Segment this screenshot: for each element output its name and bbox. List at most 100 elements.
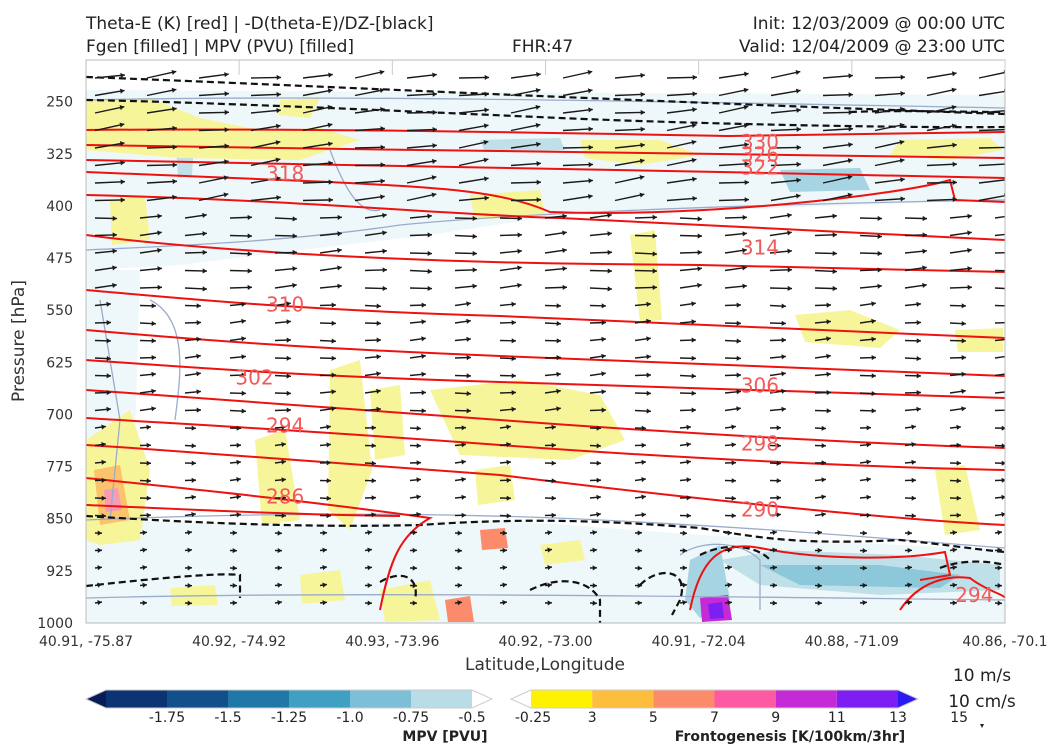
wind-vector-head: [461, 425, 466, 431]
wind-vector: [614, 175, 645, 184]
wind-vector-head: [101, 477, 106, 483]
wind-vector: [994, 391, 1005, 394]
wind-vector-head: [292, 216, 297, 222]
wind-vector-head: [421, 390, 426, 396]
wind-vector: [198, 160, 229, 167]
fgen-area-20: [380, 580, 440, 622]
x-tick-label: 40.91, -72.04: [652, 634, 746, 650]
wind-vector: [978, 90, 1005, 97]
wind-vector-head: [641, 476, 646, 483]
wind-vector-head: [142, 547, 147, 553]
wind-vector: [978, 110, 1005, 114]
fgen-colorbar-tick-label: 13: [889, 710, 907, 726]
wind-vector-head: [1007, 408, 1011, 413]
wind-vector-head: [911, 424, 916, 430]
wind-vector: [198, 111, 230, 114]
wind-vector-head: [1001, 494, 1005, 500]
wind-vector-head: [652, 251, 657, 257]
wind-vector-head: [727, 530, 732, 536]
stability-line-1: [86, 75, 1005, 116]
wind-vector-head: [900, 90, 905, 97]
wind-vector-head: [817, 530, 822, 536]
fgen-colorbar-outline: [509, 689, 920, 709]
wind-vector-head: [646, 336, 651, 342]
theta-e-label: 310: [266, 293, 304, 317]
wind-vector-head: [241, 354, 246, 360]
wind-vector-head: [956, 512, 961, 518]
wind-vector: [250, 196, 281, 202]
wind-vector: [510, 89, 541, 97]
wind-vector-head: [916, 356, 921, 362]
wind-vector-head: [322, 600, 327, 606]
wind-vector-head: [120, 179, 125, 185]
stability-line-9: [939, 560, 1005, 570]
stability-line-2: [86, 98, 1005, 129]
mpv-colorbar-title: MPV [PVU]: [402, 729, 487, 745]
wind-vector-head: [601, 320, 606, 326]
wind-vector-head: [196, 371, 201, 377]
wind-vector-head: [331, 338, 336, 344]
wind-vector-head: [772, 530, 777, 536]
wind-vector-head: [899, 139, 905, 145]
wind-vector-head: [596, 494, 601, 500]
wind-vector-head: [952, 582, 957, 588]
wind-vector: [250, 93, 282, 97]
wind-vector-head: [743, 123, 749, 129]
wind-vector-head: [832, 232, 837, 238]
wind-vector-head: [327, 104, 333, 110]
wind-vector-head: [502, 547, 507, 553]
wind-vector: [354, 146, 386, 149]
wind-vector: [406, 144, 437, 149]
mpv-line-7: [329, 149, 381, 212]
wind-vector-head: [1001, 425, 1005, 431]
wind-vector-head: [832, 268, 837, 274]
wind-vector: [718, 88, 749, 97]
wind-vector-head: [900, 177, 905, 183]
wind-vector-head: [277, 547, 282, 554]
wind-vector: [978, 146, 1005, 149]
wind-vector-head: [286, 407, 291, 413]
theta-e-label: 314: [741, 236, 779, 260]
wind-vector-head: [731, 442, 736, 448]
wind-vector-head: [776, 478, 781, 484]
wind-vector-head: [275, 123, 281, 129]
wind-vector-head: [232, 530, 237, 536]
wind-vector-head: [817, 547, 822, 553]
wind-vector-head: [202, 268, 207, 274]
wind-vector-head: [286, 337, 291, 343]
wind-vector-head: [367, 600, 372, 606]
wind-vector-head: [736, 355, 741, 361]
wind-vector-head: [776, 443, 781, 449]
wind-vector-head: [157, 247, 162, 254]
wind-vector-head: [862, 565, 867, 571]
theta-e-line-326: [86, 144, 1005, 159]
wind-vector-head: [281, 459, 286, 465]
wind-vector-head: [588, 107, 593, 113]
mpv-core-5: [480, 138, 565, 152]
wind-vector-head: [536, 179, 541, 185]
wind-vector-head: [961, 303, 966, 309]
wind-vector-head: [871, 355, 876, 361]
wind-vector-head: [601, 303, 606, 309]
wind-vector-head: [97, 565, 102, 571]
wind-vector-head: [483, 157, 489, 163]
wind-vector-head: [922, 232, 927, 238]
wind-vector-head: [832, 213, 837, 219]
wind-vector: [666, 197, 697, 202]
wind-vector-head: [916, 406, 921, 412]
wind-vector-head: [142, 600, 147, 606]
wind-vector-head: [236, 512, 241, 518]
wind-vector-head: [431, 175, 437, 181]
wind-vector-head: [172, 162, 177, 168]
wind-vector-head: [502, 582, 507, 588]
wind-vector: [822, 128, 853, 132]
wind-vector-head: [547, 530, 552, 536]
wind-vector-head: [371, 478, 376, 484]
wind-vector-head: [911, 459, 916, 465]
fgen-area-2: [278, 98, 320, 118]
wind-vector-head: [907, 530, 912, 536]
wind-vector-head: [967, 247, 972, 253]
theta-e-line-294b: [899, 576, 1005, 611]
wind-vector-head: [899, 158, 905, 164]
wind-vector-head: [952, 530, 957, 536]
